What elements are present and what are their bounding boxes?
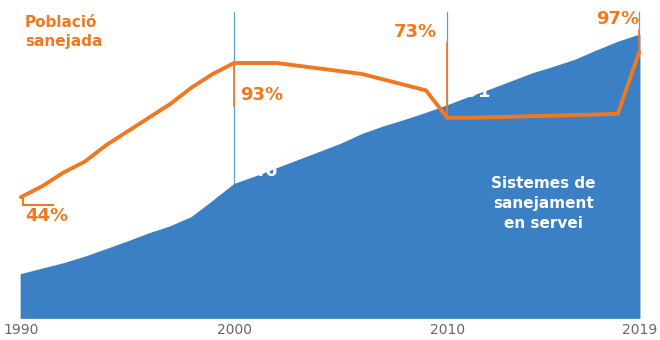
Text: 44%: 44% [25,207,68,225]
Text: Població
sanejada: Població sanejada [25,15,102,49]
Text: Sistemes de
sanejament
en servei: Sistemes de sanejament en servei [491,176,595,231]
Text: 246: 246 [240,162,278,180]
Text: 521: 521 [597,13,635,31]
Text: 80: 80 [25,252,50,270]
Text: 97%: 97% [596,10,640,28]
Text: 73%: 73% [394,22,437,40]
Text: 391: 391 [453,83,491,101]
Text: 93%: 93% [240,86,284,104]
